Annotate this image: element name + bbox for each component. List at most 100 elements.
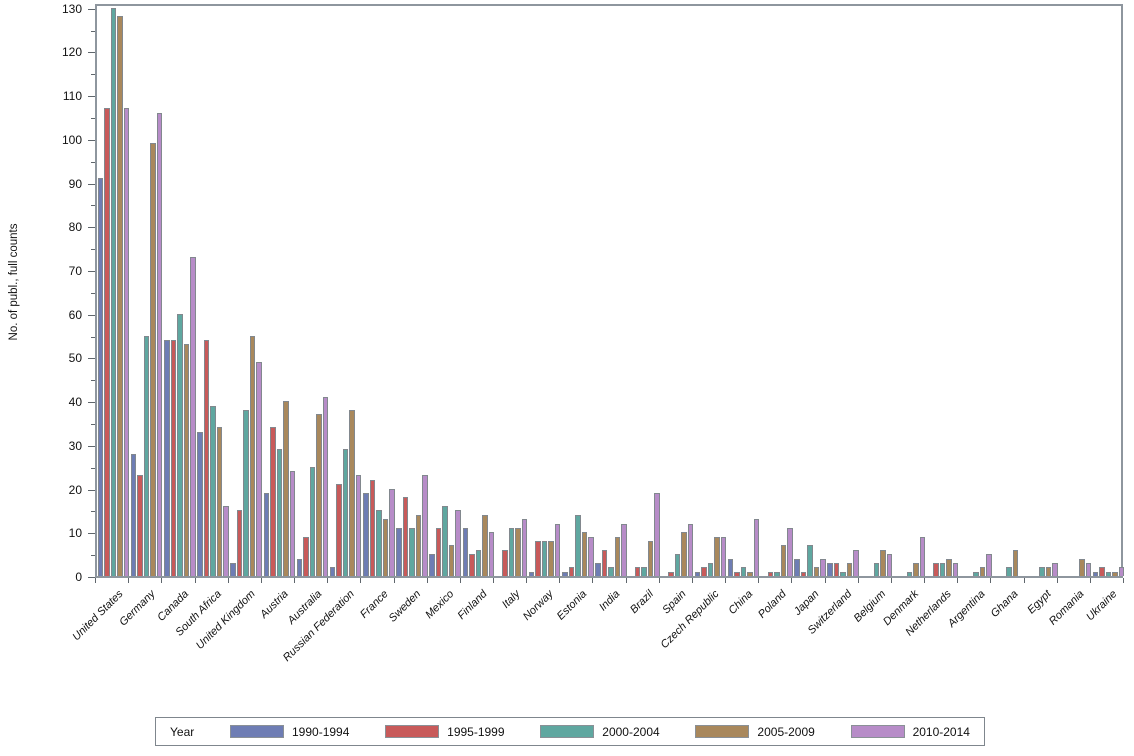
- bar: [986, 554, 992, 576]
- bar: [641, 567, 647, 576]
- bar: [1045, 567, 1052, 576]
- x-tick-label: Egypt: [1025, 588, 1054, 617]
- bar-group: [495, 6, 528, 576]
- x-tick: [327, 578, 329, 583]
- x-tick: [294, 578, 295, 583]
- y-tick-label: 80: [68, 220, 82, 235]
- bar: [747, 571, 753, 576]
- legend-label: 2010-2014: [912, 724, 970, 739]
- bar: [97, 178, 104, 576]
- bar: [455, 510, 461, 576]
- bar: [1052, 562, 1058, 576]
- bar: [243, 409, 249, 576]
- legend-swatch: [540, 725, 595, 738]
- y-major-tick: [88, 227, 95, 229]
- bar: [568, 567, 575, 576]
- bar: [1118, 567, 1125, 576]
- bar: [488, 532, 495, 576]
- bar: [681, 532, 687, 576]
- bar-group: [561, 6, 594, 576]
- bar: [535, 541, 541, 576]
- y-minor-tick: [91, 117, 95, 119]
- y-tick-label: 10: [68, 526, 82, 541]
- bar: [720, 536, 727, 576]
- bar: [110, 7, 117, 576]
- bar: [919, 536, 926, 576]
- x-tick: [725, 578, 727, 583]
- legend-entry: 1990-1994: [230, 725, 349, 739]
- y-minor-tick: [91, 30, 95, 32]
- y-minor-tick: [91, 249, 95, 251]
- bar: [740, 567, 747, 576]
- bar: [429, 554, 435, 576]
- bar-group: [462, 6, 495, 576]
- x-tick-label: United States: [69, 588, 126, 644]
- x-tick: [1123, 578, 1124, 583]
- x-tick-label: India: [597, 588, 623, 614]
- y-tick-label: 70: [68, 264, 82, 278]
- bar: [654, 492, 660, 576]
- x-tick: [658, 578, 660, 583]
- bar: [952, 562, 959, 576]
- bar-group: [827, 6, 860, 576]
- bar: [369, 479, 376, 576]
- bar: [575, 514, 581, 576]
- y-major-tick: [88, 533, 95, 535]
- x-tick: [890, 578, 892, 583]
- x-tick-label: Estonia: [554, 588, 590, 623]
- x-tick: [924, 578, 925, 583]
- bar-group: [760, 6, 793, 576]
- bar: [833, 562, 840, 576]
- y-minor-tick: [91, 74, 95, 76]
- bar: [601, 549, 608, 576]
- bar: [422, 475, 428, 576]
- x-tick: [459, 578, 461, 583]
- bar: [342, 449, 349, 576]
- bar: [355, 475, 362, 576]
- y-tick-label: 20: [68, 482, 82, 497]
- y-tick-label: 90: [68, 176, 82, 191]
- bar: [164, 339, 170, 576]
- bar-group: [528, 6, 561, 576]
- bar: [363, 492, 369, 576]
- y-tick-label: 100: [61, 132, 82, 147]
- y-minor-tick: [91, 467, 95, 469]
- bar: [647, 541, 654, 576]
- y-tick-label: 60: [68, 307, 82, 322]
- y-minor-tick: [91, 511, 95, 513]
- y-major-tick: [88, 489, 95, 491]
- y-major-tick: [88, 8, 95, 10]
- bar: [236, 510, 243, 576]
- y-tick-label: 110: [62, 89, 82, 104]
- bar: [595, 562, 601, 576]
- bar: [528, 571, 535, 576]
- bar: [813, 567, 820, 576]
- bar-group: [959, 6, 992, 576]
- bar: [389, 488, 395, 576]
- bar: [753, 519, 760, 576]
- x-tick: [95, 578, 96, 583]
- legend-swatch: [385, 725, 440, 738]
- bar: [462, 527, 469, 576]
- bar: [316, 414, 322, 576]
- bar: [475, 549, 482, 576]
- bar: [117, 16, 123, 576]
- legend-label: 1995-1999: [447, 724, 505, 739]
- bar: [130, 453, 137, 576]
- bar: [933, 562, 939, 576]
- legend-label: 2000-2004: [602, 724, 660, 739]
- x-tick-label: Czech Republic: [659, 588, 722, 651]
- legend-swatch: [230, 725, 284, 738]
- y-tick-label: 130: [61, 1, 82, 16]
- bar: [973, 571, 979, 576]
- legend-label: 2005-2009: [757, 724, 815, 739]
- y-major-tick: [88, 183, 95, 185]
- bar: [322, 396, 329, 576]
- bar: [249, 335, 256, 576]
- bar: [906, 571, 913, 576]
- x-tick: [625, 578, 627, 583]
- bar: [329, 567, 336, 576]
- legend-entry: 2010-2014: [850, 724, 970, 739]
- y-major-tick: [88, 358, 95, 360]
